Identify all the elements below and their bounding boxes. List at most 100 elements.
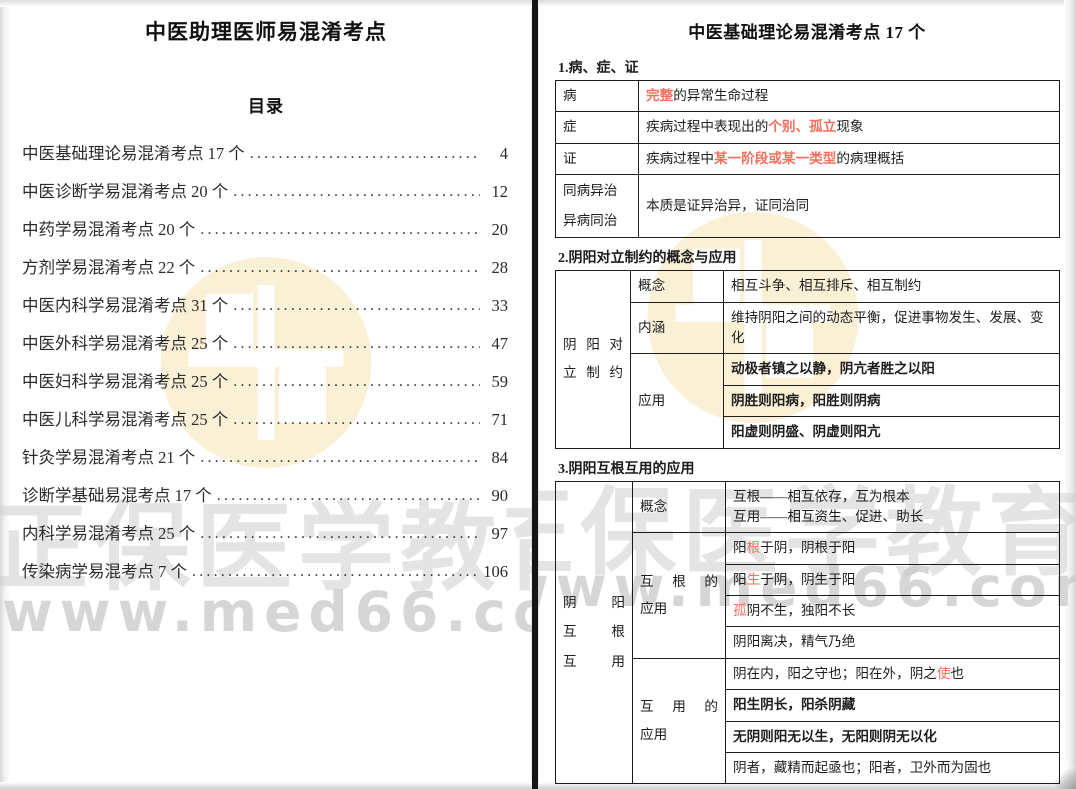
toc-entry[interactable]: 内科学易混淆考点 25 个 ..........................… [22, 515, 508, 553]
row-value: 完整的异常生命过程 [638, 79, 1060, 113]
row-key: 病 [555, 79, 639, 113]
subsection-heading-2: 2.阴阳对立制约的概念与应用 [558, 251, 737, 267]
row-group-key: 阴 阳 互 根 互用 [555, 480, 633, 785]
toc-leader-dots: ........................................… [200, 259, 480, 276]
table-row: 症 疾病过程中表现出的个别、孤立现象 [555, 111, 1060, 144]
row-subkey: 概念 [632, 480, 726, 534]
highlight-text: 根 [746, 540, 761, 556]
toc-entry[interactable]: 中医诊断学易混淆考点 20 个 ........................… [22, 173, 508, 211]
highlight-text: 孤 [733, 603, 747, 619]
page-edge-shading-top [0, 0, 532, 7]
page-edge-shading-top [538, 0, 1076, 7]
row-value-highlight: 阳虚则阴盛、阴虚则阳亢 [723, 416, 1060, 449]
table-bing-zheng-zheng: 病 完整的异常生命过程 症 疾病过程中表现出的个别、孤立现象 证 疾病过程中某一… [555, 79, 1060, 239]
toc-leader-dots: ........................................… [216, 487, 480, 504]
toc-leader-dots: ........................................… [200, 449, 480, 466]
highlight-text: 使 [936, 665, 951, 681]
plain-text: 阴在内，阳之守也；阳在外，阴之 [733, 665, 937, 681]
toc-entry-page: 97 [491, 524, 509, 543]
row-key: 同病异治 异病同治 [555, 174, 639, 239]
toc-entry[interactable]: 诊断学基础易混考点 17 个 .........................… [22, 477, 508, 515]
toc-entry[interactable]: 中医外科学易混淆考点 25 个 ........................… [22, 325, 508, 363]
row-value: 阳根于阴，阴根于阳 [725, 532, 1060, 565]
table-of-contents: 中医基础理论易混淆考点 17 个 .......................… [18, 135, 514, 591]
right-page: 正保医学教育网 www.med66.com 中医基础理论易混淆考点 17 个 1… [538, 0, 1076, 789]
table-row: 互 用 的 应用 阴在内，阳之守也；阳在外，阴之使也 [556, 657, 1060, 785]
toc-heading: 目录 [248, 97, 284, 116]
table-row: 证 疾病过程中某一阶段或某一类型的病理概括 [555, 142, 1060, 176]
row-subkey-line1: 互 根 的 [640, 573, 718, 589]
toc-entry-label: 中医外科学易混淆考点 25 个 [22, 334, 229, 353]
table-row: 同病异治 异病同治 本质是证异治异，证同治同 [555, 174, 1060, 239]
row-group-key-line2: 立制约 [563, 364, 623, 380]
section-title: 中医基础理论易混淆考点 17 个 [688, 23, 926, 42]
left-page-content: 中医助理医师易混淆考点 目录 中医基础理论易混淆考点 17 个 ........… [18, 16, 514, 591]
table-row: 互 根 的 应用 阳根于阴，阴根于阳 [556, 532, 1060, 659]
left-page: 正保医学教育网 www.med66.com 中医助理医师易混淆考点 目录 中医基… [0, 0, 538, 789]
toc-leader-dots: ........................................… [233, 183, 480, 200]
plain-text: 现象 [836, 119, 864, 135]
highlight-text: 完整 [646, 88, 674, 103]
row-value-line1: 互根——相互依存，互为根本 [733, 488, 910, 504]
toc-entry[interactable]: 中医内科学易混淆考点 31 个 ........................… [22, 287, 508, 325]
row-subkey-line1: 互 用 的 [640, 699, 718, 715]
table-row: 内涵 维持阴阳之间的动态平衡，促进事物发生、发展、变化 [556, 301, 1060, 355]
highlight-text: 某一阶段或某一类型 [713, 150, 837, 166]
plain-text: 阴不生，独阳不长 [746, 603, 856, 619]
toc-entry-label: 传染病学易混考点 7 个 [22, 562, 187, 581]
toc-leader-dots: ........................................… [200, 221, 480, 238]
toc-entry-label: 诊断学基础易混考点 17 个 [22, 486, 212, 505]
toc-entry[interactable]: 传染病学易混考点 7 个 ...........................… [22, 553, 508, 591]
row-subkey: 互 用 的 应用 [632, 657, 726, 785]
table-row: 阴 阳 对 立制约 概念 相互斗争、相互排斥、相互制约 [555, 270, 1060, 449]
plain-text: 的异常生命过程 [673, 88, 769, 103]
table-row: 阴者，藏精而起亟也；阳者，卫外而为固也 [556, 752, 1060, 785]
row-subkey: 内涵 [630, 301, 724, 355]
table-row: 阴阳离决，精气乃绝 [556, 626, 1060, 659]
page-edge-shading-left [0, 0, 10, 789]
toc-entry-page: 47 [491, 334, 509, 353]
row-subkey-line2: 应用 [640, 726, 668, 742]
toc-entry[interactable]: 针灸学易混淆考点 21 个 ..........................… [22, 439, 508, 477]
table-row: 孤阴不生，独阳不长 [556, 595, 1060, 628]
highlight-text: 个别、孤立 [768, 119, 837, 135]
right-page-content: 中医基础理论易混淆考点 17 个 1.病、症、证 病 完整的异常生命过程 症 疾… [552, 18, 1062, 789]
subsection-heading-3: 3.阴阳互根互用的应用 [558, 461, 695, 477]
row-key: 证 [555, 142, 639, 176]
row-value: 本质是证异治异，证同治同 [638, 174, 1060, 239]
plain-text: 阳 [733, 571, 747, 587]
toc-leader-dots: ........................................… [233, 297, 480, 314]
subsection-heading-1: 1.病、症、证 [558, 61, 639, 76]
row-value-highlight: 动极者镇之以静，阴亢者胜之以阳 [723, 353, 1060, 386]
row-value: 相互斗争、相互排斥、相互制约 [723, 270, 1060, 303]
plain-text: 疾病过程中 [646, 150, 714, 166]
toc-entry-label: 中医内科学易混淆考点 31 个 [22, 296, 229, 315]
row-value: 阳生于阴，阴生于阳 [725, 563, 1060, 597]
row-value: 阴阳离决，精气乃绝 [725, 626, 1060, 659]
toc-entry[interactable]: 中医妇科学易混淆考点 25 个 ........................… [22, 363, 508, 401]
row-subkey-line2: 应用 [640, 601, 668, 617]
row-subkey: 概念 [630, 270, 724, 303]
row-key-line1: 同病异治 [563, 183, 618, 199]
highlight-text: 生 [746, 571, 761, 587]
table-row: 应用 动极者镇之以静，阴亢者胜之以阳 [556, 353, 1060, 449]
toc-entry[interactable]: 方剂学易混淆考点 22 个 ..........................… [22, 249, 508, 287]
toc-entry[interactable]: 中药学易混淆考点 20 个 ..........................… [22, 211, 508, 249]
row-subkey: 应用 [630, 353, 724, 449]
row-value: 互根——相互依存，互为根本 互用——相互资生、促进、助长 [725, 480, 1060, 534]
toc-entry-label: 中医儿科学易混淆考点 25 个 [22, 410, 229, 429]
toc-entry[interactable]: 中医基础理论易混淆考点 17 个 .......................… [22, 135, 508, 173]
row-group-key-line2: 互 根 [563, 624, 625, 640]
toc-leader-dots: ........................................… [200, 525, 480, 542]
toc-leader-dots: ........................................… [233, 373, 480, 390]
toc-entry-label: 中医妇科学易混淆考点 25 个 [22, 372, 229, 391]
toc-entry-page: 71 [491, 410, 509, 429]
table-yinyang-hugen-huyong: 阴 阳 互 根 互用 概念 互根——相互依存，互为根本 互用——相互资生、促进、… [555, 480, 1060, 785]
toc-entry-label: 内科学易混淆考点 25 个 [22, 524, 196, 543]
toc-entry-page: 28 [491, 258, 509, 277]
toc-entry[interactable]: 中医儿科学易混淆考点 25 个 ........................… [22, 401, 508, 439]
row-value: 阴在内，阳之守也；阳在外，阴之使也 [725, 657, 1060, 691]
row-value-highlight: 阴胜则阳病，阳胜则阴病 [723, 384, 1060, 418]
row-value: 疾病过程中某一阶段或某一类型的病理概括 [638, 142, 1060, 176]
